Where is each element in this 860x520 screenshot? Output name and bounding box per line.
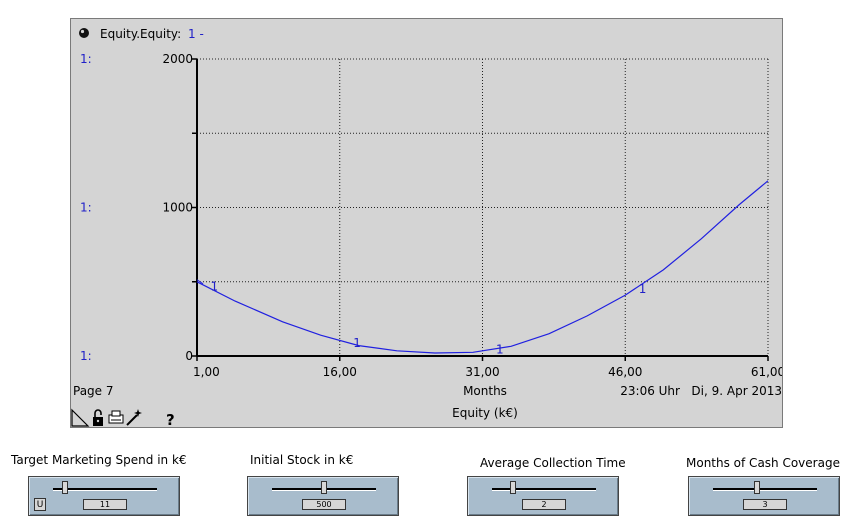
- help-icon[interactable]: ?: [166, 411, 175, 427]
- page-label[interactable]: Page 7: [73, 384, 114, 398]
- slider-collection-time[interactable]: 2: [467, 476, 619, 516]
- page-corner-icon[interactable]: [71, 408, 90, 427]
- x-tick-labels: 1,00 16,00 31,00 46,00 61,00: [193, 365, 782, 379]
- series-group: 1 1 1 1: [196, 180, 769, 356]
- slider-initial-stock[interactable]: 500: [247, 476, 399, 516]
- slider-track[interactable]: [713, 488, 817, 491]
- slider-cash-coverage[interactable]: 3: [688, 476, 840, 516]
- x-axis-label: Months: [463, 384, 507, 398]
- scale-labels: 1: 1: 1:: [80, 52, 92, 363]
- x-tick-label: 46,00: [608, 365, 642, 379]
- slider-thumb[interactable]: [753, 481, 760, 494]
- slider-track[interactable]: [53, 488, 157, 491]
- scale-label: 1:: [80, 201, 92, 215]
- x-tick-label: 1,00: [193, 365, 220, 379]
- y-tick-label: 1000: [162, 201, 193, 215]
- series-start-tick: [196, 279, 204, 285]
- printer-icon[interactable]: [108, 410, 124, 424]
- slider-value-field[interactable]: 3: [743, 499, 787, 510]
- slider-value-field[interactable]: 2: [522, 499, 566, 510]
- y-tick-label: 0: [185, 349, 193, 363]
- series-marker-label: 1: [211, 280, 219, 294]
- chart-title: Equity (k€): [452, 406, 518, 420]
- lock-icon[interactable]: [93, 409, 103, 426]
- slider-target-marketing[interactable]: U 11: [28, 476, 180, 516]
- slider-value-field[interactable]: 11: [83, 499, 127, 510]
- chart-header-title: Equity.Equity:: [100, 27, 181, 41]
- grid-lines: [196, 58, 769, 356]
- x-tick-label: 31,00: [465, 365, 499, 379]
- pin-icon[interactable]: [79, 28, 89, 38]
- series-line-equity: [196, 180, 769, 354]
- slider-label-target-marketing: Target Marketing Spend in k€: [11, 453, 187, 467]
- slider-value-field[interactable]: 500: [302, 499, 346, 510]
- timestamp: 23:06 Uhr Di, 9. Apr 2013: [620, 384, 782, 398]
- slider-thumb[interactable]: [509, 481, 516, 494]
- slider-thumb[interactable]: [62, 481, 69, 494]
- scale-label: 1:: [80, 52, 92, 66]
- slider-label-collection-time: Average Collection Time: [480, 456, 626, 470]
- scale-label: 1:: [80, 349, 92, 363]
- x-tick-label: 61,00: [751, 365, 782, 379]
- graph-panel: Equity.Equity: 1 - 0 1000 2000 1: 1: 1: 1,00…: [70, 18, 783, 428]
- u-button[interactable]: U: [34, 498, 46, 511]
- series-marker-label: 1: [353, 336, 361, 350]
- chart-header-series-marker: 1 -: [188, 27, 204, 41]
- slider-label-initial-stock: Initial Stock in k€: [250, 453, 354, 467]
- y-tick-label: 2000: [162, 52, 193, 66]
- x-tick-label: 16,00: [323, 365, 357, 379]
- series-marker-label: 1: [639, 282, 647, 296]
- slider-track[interactable]: [492, 488, 596, 491]
- chart-axes: [192, 58, 769, 361]
- series-marker-label: 1: [496, 342, 504, 356]
- magic-wand-icon[interactable]: [126, 409, 142, 426]
- slider-label-cash-coverage: Months of Cash Coverage: [686, 456, 840, 470]
- equity-chart: Equity.Equity: 1 - 0 1000 2000 1: 1: 1: 1,00…: [71, 27, 782, 427]
- slider-thumb[interactable]: [321, 481, 327, 494]
- y-tick-labels: 0 1000 2000: [162, 52, 193, 363]
